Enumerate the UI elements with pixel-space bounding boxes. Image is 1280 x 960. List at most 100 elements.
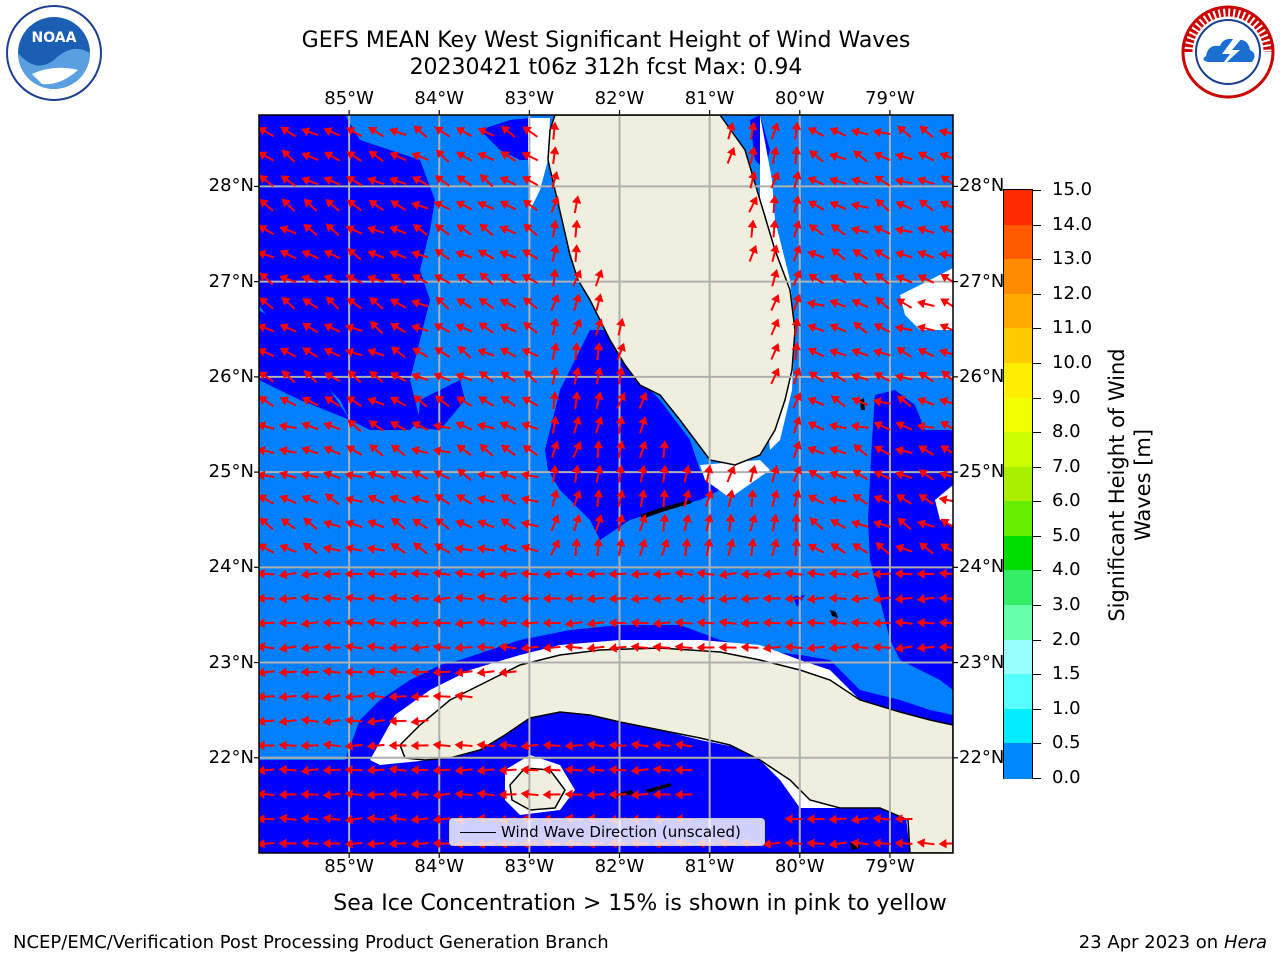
wave-direction-arrowhead [894,594,904,604]
colorbar-tick-label: 4.0 [1052,559,1081,581]
wave-direction-arrowhead [608,789,617,800]
wave-direction-arrowhead [279,274,289,284]
wave-direction-arrowhead [323,274,333,284]
wave-direction-arrowhead [344,642,354,652]
wave-direction-arrowhead [549,366,560,376]
wave-direction-arrowhead [434,543,444,552]
noaa-logo-text: NOAA [32,30,77,46]
colorbar-tick-label: 15.0 [1052,179,1093,200]
wave-direction-arrowhead [388,716,397,726]
wave-direction-arrowhead [747,219,758,229]
wave-direction-arrowhead [322,765,331,775]
wave-direction-arrowhead [454,691,464,701]
wave-direction-arrowhead [917,176,927,186]
wave-direction-arrowhead [674,740,684,750]
wave-direction-arrowhead [897,125,907,135]
wave-direction-arrowhead [792,293,802,303]
wave-direction-arrowhead [853,272,863,282]
wave-direction-arrowhead [549,464,560,474]
wave-direction-arrowhead [792,416,802,426]
wave-direction-arrowhead [432,446,442,456]
wave-direction-arrowhead [652,764,662,775]
wave-direction-arrowhead [674,568,684,579]
wave-direction-arrowhead [259,347,267,357]
wave-direction-arrowhead [411,151,421,161]
wave-direction-arrowhead [940,298,950,307]
wave-direction-arrowhead [853,444,863,453]
wave-direction-arrowhead [368,420,378,429]
wave-direction-arrowhead [259,814,265,824]
wave-direction-arrowhead [322,618,331,628]
colorbar-tickmark [1033,259,1041,261]
wave-direction-arrowhead [586,790,595,800]
wave-direction-arrowhead [829,127,839,136]
wave-direction-arrowhead [696,618,705,628]
wave-direction-arrowhead [454,765,464,776]
wave-direction-arrowhead [454,789,463,799]
wave-direction-arrowhead [770,122,780,132]
wave-direction-arrowhead [897,395,907,405]
wave-direction-arrowhead [323,151,334,160]
wave-direction-arrowhead [478,322,488,331]
wave-direction-arrowhead [873,445,884,455]
legend-line-swatch [460,832,496,833]
wave-direction-arrowhead [549,219,560,229]
wave-direction-arrowhead [896,347,906,356]
wave-direction-arrowhead [630,790,639,800]
wave-direction-arrowhead [806,594,816,604]
wave-direction-arrowhead [875,296,885,306]
wave-direction-arrowhead [391,444,401,454]
y-tick-label-right: 28°N [959,175,1005,197]
wave-direction-arrowhead [388,569,397,579]
wave-direction-arrowhead [433,200,443,210]
colorbar-tickmark [1033,605,1041,607]
wave-direction-arrowhead [390,298,400,307]
colorbar-segment [1004,362,1032,400]
wave-direction-arrowhead [259,642,266,652]
wave-direction-arrowhead [572,489,582,499]
wave-direction-arrowhead [615,464,626,474]
wave-direction-arrowhead [523,223,533,233]
wave-direction-arrowhead [586,618,596,629]
wave-direction-arrowhead [872,569,881,579]
wave-direction-arrowhead [259,127,268,136]
wave-direction-arrowhead [703,538,714,547]
wave-direction-arrowhead [852,493,862,503]
wave-direction-arrowhead [659,464,670,474]
wave-direction-arrowhead [455,200,466,210]
wave-direction-arrowhead [300,691,309,702]
wave-direction-arrowhead [477,347,487,357]
wave-direction-arrowhead [479,272,489,282]
wave-direction-arrowhead [784,642,793,653]
wave-direction-arrowhead [300,618,310,629]
wave-direction-arrowhead [477,519,487,529]
wave-direction-arrowhead [345,519,355,529]
wave-direction-arrowhead [479,443,489,453]
wave-direction-arrowhead [696,594,706,604]
wave-direction-arrowhead [593,538,604,547]
colorbar-segment [1004,605,1032,642]
wave-direction-arrowhead [346,396,356,405]
wave-direction-arrowhead [279,323,289,333]
wave-direction-arrowhead [919,542,929,552]
wave-direction-arrowhead [259,297,269,306]
wave-direction-arrowhead [434,175,444,184]
wave-direction-arrowhead [324,396,334,405]
wave-direction-arrowhead [615,538,626,547]
wave-direction-arrowhead [478,371,489,380]
wave-direction-arrowhead [278,446,288,456]
wave-direction-arrowhead [917,249,927,259]
wave-direction-arrowhead [322,838,331,849]
wave-direction-arrowhead [344,470,354,481]
wave-direction-arrowhead [322,593,331,603]
wave-direction-arrowhead [520,643,530,653]
wave-direction-arrowhead [652,618,661,629]
wave-direction-arrowhead [873,323,884,332]
wave-direction-arrowhead [412,224,423,233]
wave-direction-arrowhead [390,543,400,552]
wave-direction-arrowhead [344,789,354,799]
colorbar-tickmark [1033,397,1041,399]
wave-direction-arrowhead [571,464,582,474]
wave-direction-arrowhead [542,593,551,604]
wave-direction-arrowhead [278,593,287,604]
